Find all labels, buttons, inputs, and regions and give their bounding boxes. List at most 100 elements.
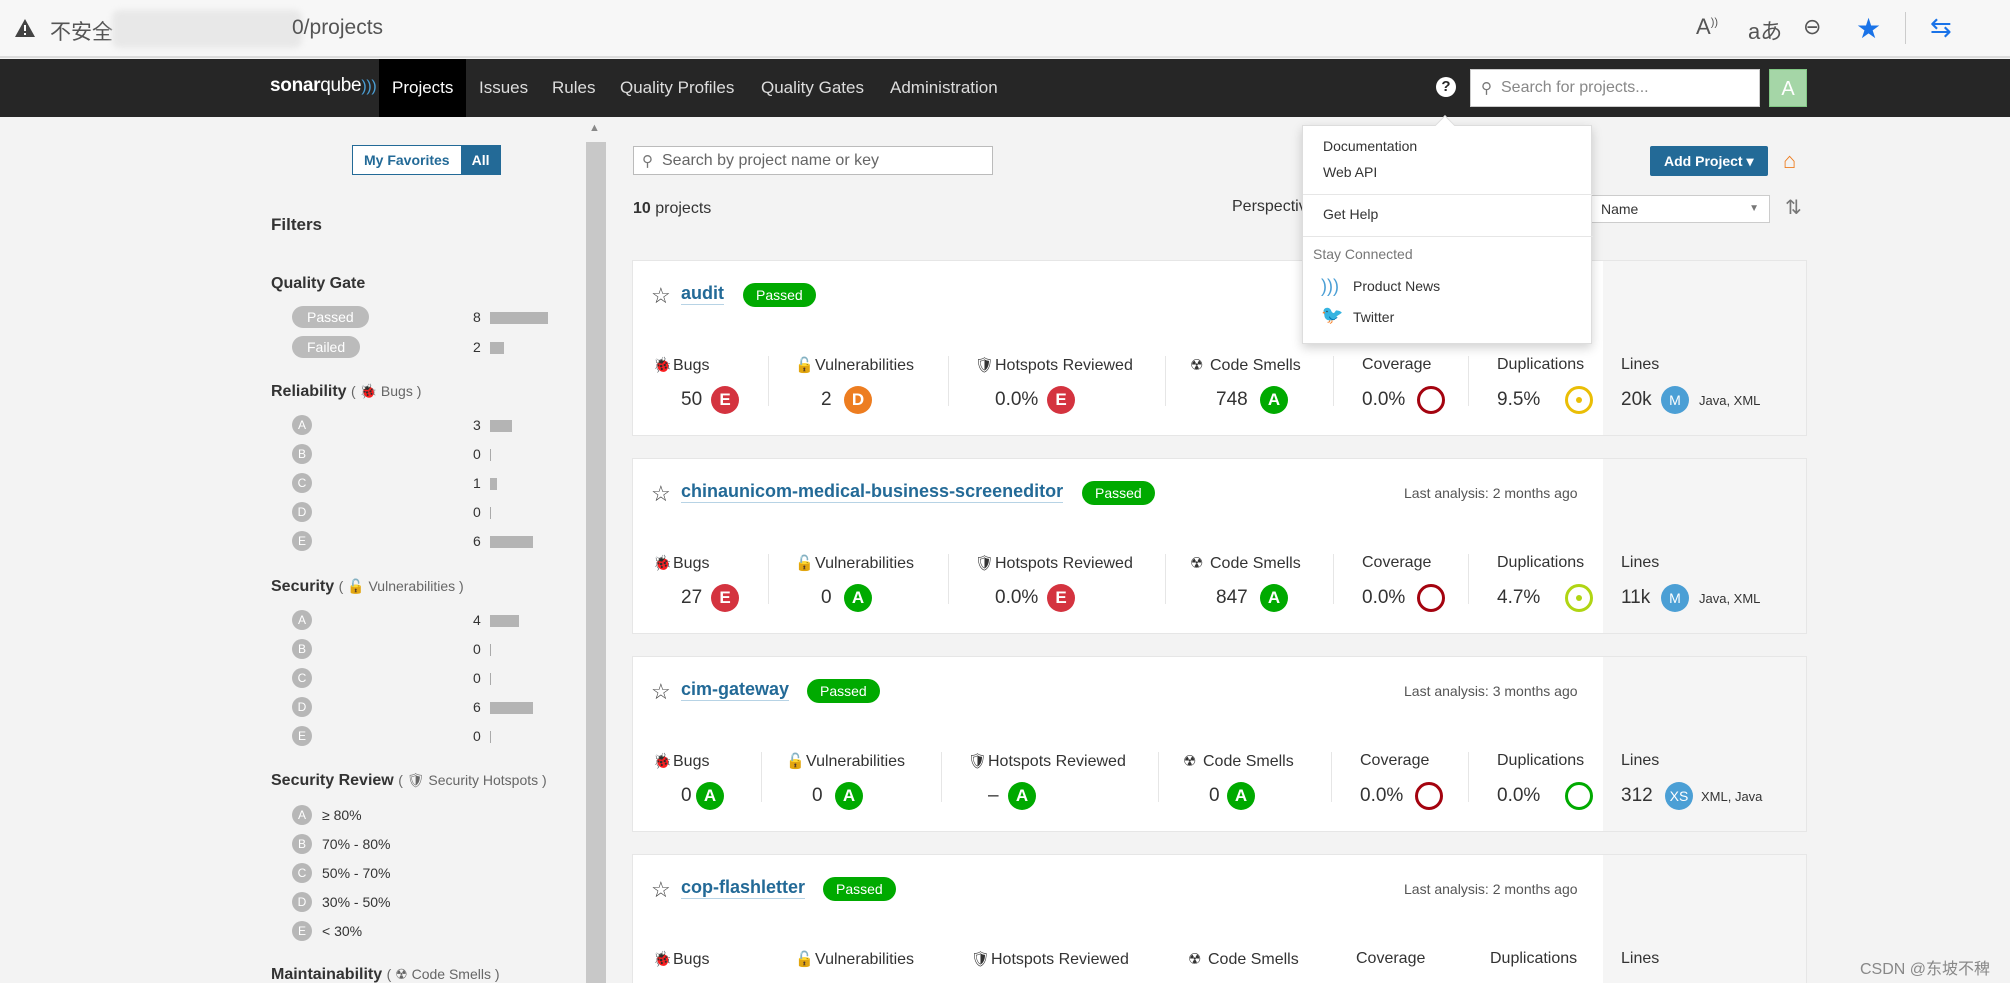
facet-row-review-e[interactable]: E < 30% bbox=[292, 920, 562, 944]
all-button[interactable]: All bbox=[460, 146, 501, 174]
metric-duplications[interactable]: Duplications 4.7% bbox=[1497, 554, 1593, 612]
facet-row-failed[interactable]: Failed 2 bbox=[292, 336, 562, 360]
metric-coverage[interactable]: Coverage 0.0% bbox=[1360, 752, 1443, 810]
status-badge: Passed bbox=[807, 679, 880, 703]
menu-item-web-api[interactable]: Web API bbox=[1323, 164, 1378, 180]
facet-row-review-b[interactable]: B 70% - 80% bbox=[292, 833, 562, 857]
sidebar-scroll-thumb[interactable] bbox=[586, 142, 606, 983]
metric-duplications[interactable]: Duplications 9.5% bbox=[1497, 356, 1593, 414]
project-name-link[interactable]: cop-flashletter bbox=[681, 877, 806, 899]
metric-lines[interactable]: Lines 312 XS XML, Java bbox=[1621, 752, 1762, 810]
metric-hotspots[interactable]: 🛡Hotspots Reviewed – A bbox=[968, 752, 1126, 810]
metric-vulnerabilities[interactable]: 🔓Vulnerabilities 2 D bbox=[795, 356, 914, 414]
metric-duplications[interactable]: Duplications bbox=[1490, 950, 1578, 967]
metric-coverage[interactable]: Coverage 0.0% bbox=[1362, 554, 1445, 612]
metric-bugs[interactable]: 🐞Bugs 27 E bbox=[653, 554, 739, 612]
metric-vulnerabilities[interactable]: 🔓Vulnerabilities 0 A bbox=[786, 752, 905, 810]
metric-coverage[interactable]: Coverage bbox=[1356, 950, 1426, 967]
menu-item-product-news[interactable]: Product News bbox=[1353, 278, 1441, 294]
metric-code-smells[interactable]: ☢ Code Smells 748 A bbox=[1190, 356, 1301, 414]
shield-icon: 🛡 bbox=[406, 772, 425, 788]
maintainability-facet-title[interactable]: Maintainability ( ☢ Code Smells ) bbox=[271, 966, 500, 983]
project-name-link[interactable]: cim-gateway bbox=[681, 679, 790, 701]
menu-divider bbox=[1303, 236, 1593, 237]
favorite-star-icon[interactable]: ☆ bbox=[651, 679, 671, 704]
menu-item-twitter[interactable]: Twitter bbox=[1353, 309, 1395, 325]
sort-select[interactable]: Name ▼ bbox=[1590, 195, 1770, 223]
rating-badge: D bbox=[844, 386, 872, 414]
home-icon[interactable]: ⌂ bbox=[1783, 148, 1797, 173]
metric-hotspots[interactable]: 🛡Hotspots Reviewed 0.0% E bbox=[975, 356, 1133, 414]
quality-gate-facet-title[interactable]: Quality Gate bbox=[271, 275, 366, 292]
metric-code-smells[interactable]: ☢ Code Smells bbox=[1188, 951, 1299, 968]
menu-item-get-help[interactable]: Get Help bbox=[1323, 206, 1379, 222]
nav-projects[interactable]: Projects bbox=[379, 59, 467, 117]
metric-code-smells[interactable]: ☢ Code Smells 0 A bbox=[1183, 752, 1294, 810]
metric-vulnerabilities[interactable]: 🔓Vulnerabilities 0 A bbox=[795, 554, 914, 612]
user-avatar[interactable]: A bbox=[1769, 69, 1807, 107]
help-icon[interactable]: ? bbox=[1436, 77, 1456, 97]
logo-wave-icon: ))) bbox=[361, 78, 377, 95]
sync-icon[interactable]: ⇆ bbox=[1930, 12, 1952, 42]
url-path[interactable]: 0/projects bbox=[292, 16, 384, 39]
nav-rules[interactable]: Rules bbox=[552, 78, 596, 97]
project-search[interactable]: ⚲ bbox=[633, 146, 993, 175]
metric-hotspots[interactable]: 🛡Hotspots Reviewed bbox=[971, 951, 1129, 968]
metric-vulnerabilities[interactable]: 🔓Vulnerabilities bbox=[795, 951, 915, 968]
nav-quality-profiles[interactable]: Quality Profiles bbox=[620, 78, 735, 97]
metric-lines[interactable]: Lines 11k M Java, XML bbox=[1621, 554, 1760, 612]
read-aloud-icon[interactable]: A)) bbox=[1696, 14, 1719, 39]
translate-icon[interactable]: aあ bbox=[1748, 19, 1783, 44]
nav-issues[interactable]: Issues bbox=[479, 78, 529, 97]
my-favorites-button[interactable]: My Favorites bbox=[353, 146, 461, 174]
favorite-star-icon[interactable]: ☆ bbox=[651, 481, 671, 506]
global-search[interactable]: ⚲ bbox=[1470, 69, 1760, 107]
nav-quality-gates[interactable]: Quality Gates bbox=[761, 78, 864, 97]
metric-bugs[interactable]: 🐞Bugs 50 E bbox=[653, 356, 739, 414]
zoom-out-icon[interactable]: ⊖ bbox=[1803, 14, 1822, 39]
reliability-facet-title[interactable]: Reliability ( 🐞 Bugs ) bbox=[271, 383, 422, 400]
metric-lines[interactable]: Lines bbox=[1621, 950, 1660, 967]
favorite-star-icon[interactable]: ★ bbox=[1856, 13, 1882, 44]
last-analysis: Last analysis: 2 months ago bbox=[1404, 881, 1578, 897]
favorite-star-icon[interactable]: ☆ bbox=[651, 283, 671, 308]
metric-bugs[interactable]: 🐞Bugs 0 A bbox=[653, 752, 724, 810]
facet-row-passed[interactable]: Passed 8 bbox=[292, 306, 562, 330]
metric-bugs[interactable]: 🐞Bugs bbox=[653, 951, 710, 968]
warning-icon[interactable] bbox=[14, 18, 36, 38]
nav-administration[interactable]: Administration bbox=[890, 78, 998, 97]
metric-code-smells[interactable]: ☢ Code Smells 847 A bbox=[1190, 554, 1301, 612]
facet-row-review-a[interactable]: A ≥ 80% bbox=[292, 804, 562, 828]
size-badge: M bbox=[1661, 386, 1689, 414]
facet-row-review-c[interactable]: C 50% - 70% bbox=[292, 862, 562, 886]
metric-duplications[interactable]: Duplications 0.0% bbox=[1497, 752, 1593, 810]
metric-coverage[interactable]: Coverage 0.0% bbox=[1362, 356, 1445, 414]
insecure-label[interactable]: 不安全 bbox=[50, 21, 113, 44]
favorite-star-icon[interactable]: ☆ bbox=[651, 877, 671, 902]
security-review-facet-title[interactable]: Security Review ( 🛡 Security Hotspots ) bbox=[271, 772, 547, 789]
lock-icon: 🔓 bbox=[786, 753, 805, 770]
menu-item-documentation[interactable]: Documentation bbox=[1323, 138, 1418, 154]
project-name-link[interactable]: audit bbox=[681, 283, 724, 305]
scroll-up-arrow-icon[interactable]: ▲ bbox=[589, 122, 600, 134]
metric-lines[interactable]: Lines 20k M Java, XML bbox=[1621, 356, 1760, 414]
project-name-link[interactable]: chinaunicom-medical-business-screenedito… bbox=[681, 481, 1064, 503]
project-search-input[interactable] bbox=[662, 147, 982, 174]
global-search-input[interactable] bbox=[1501, 70, 1751, 106]
metric-hotspots[interactable]: 🛡Hotspots Reviewed 0.0% E bbox=[975, 554, 1133, 612]
sonarqube-logo[interactable]: sonarqube))) bbox=[270, 75, 377, 96]
sort-order-icon[interactable]: ⇅ bbox=[1785, 197, 1802, 219]
facet-row-review-d[interactable]: D 30% - 50% bbox=[292, 891, 562, 915]
security-facet-title[interactable]: Security ( 🔓 Vulnerabilities ) bbox=[271, 578, 464, 595]
add-project-button[interactable]: Add Project ▾ bbox=[1650, 146, 1768, 176]
